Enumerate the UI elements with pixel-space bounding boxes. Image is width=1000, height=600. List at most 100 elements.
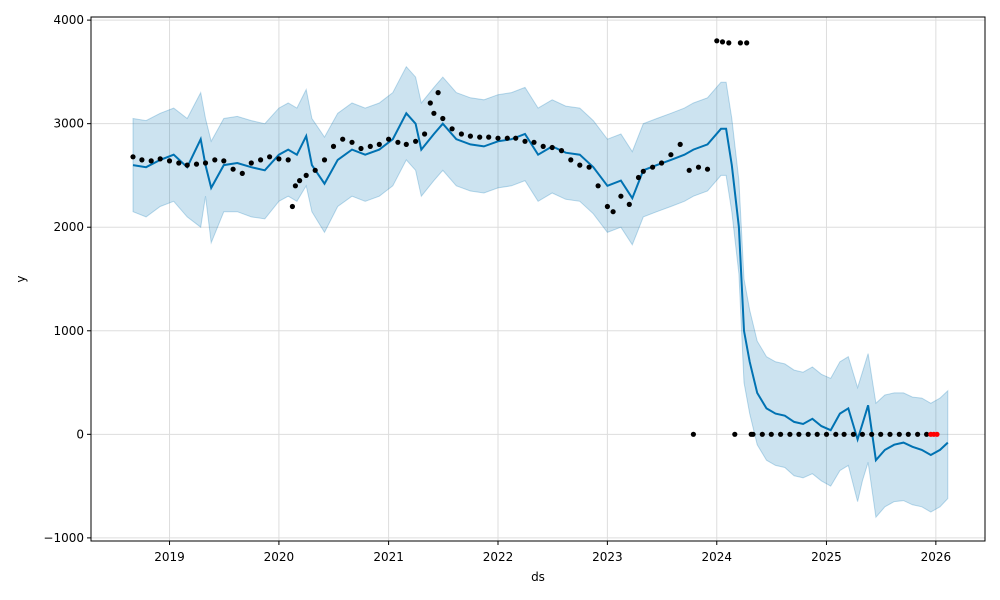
observed-point xyxy=(258,157,264,163)
observed-point xyxy=(695,164,702,170)
observed-point xyxy=(686,167,692,173)
observed-point xyxy=(267,154,273,160)
observed-point xyxy=(276,156,282,162)
observed-point xyxy=(297,178,303,184)
observed-point xyxy=(787,431,793,437)
y-tick-label: 0 xyxy=(76,427,84,441)
observed-point xyxy=(896,431,902,437)
x-tick-label: 2019 xyxy=(154,550,185,564)
observed-point xyxy=(714,38,720,44)
observed-point xyxy=(413,138,419,144)
observed-point xyxy=(531,139,537,145)
observed-point xyxy=(449,126,455,132)
observed-point xyxy=(166,158,173,164)
observed-point xyxy=(139,157,145,163)
observed-point xyxy=(568,157,574,163)
observed-point xyxy=(513,135,519,141)
observed-point xyxy=(221,158,227,164)
observed-point xyxy=(522,138,528,144)
observed-point xyxy=(289,203,295,210)
y-tick-label: 4000 xyxy=(53,13,84,27)
forecast-line xyxy=(132,111,949,463)
observed-point xyxy=(887,431,893,437)
y-tick-label: 3000 xyxy=(53,117,84,131)
observed-point xyxy=(833,431,839,437)
observed-point xyxy=(796,431,802,437)
observed-point xyxy=(737,40,744,46)
observed-point xyxy=(610,209,616,215)
x-tick-label: 2024 xyxy=(701,550,732,564)
observed-point xyxy=(540,143,546,149)
observed-point xyxy=(130,154,136,160)
observed-point xyxy=(732,431,738,437)
observed-point xyxy=(823,431,830,437)
observed-point xyxy=(458,131,464,137)
observed-point xyxy=(924,431,930,437)
observed-point xyxy=(212,157,218,163)
x-tick-label: 2026 xyxy=(921,550,952,564)
recent-point xyxy=(934,431,940,437)
observed-point xyxy=(403,141,409,147)
observed-point xyxy=(176,160,182,166)
axis-ticks: 2019 2020 2021 2022 2023 2024 2025 2026 −1000 0 10… xyxy=(43,13,951,564)
observed-point xyxy=(586,164,592,170)
observed-point xyxy=(659,160,665,166)
observed-point xyxy=(805,431,811,437)
observed-point xyxy=(668,152,674,158)
forecast-line-layer xyxy=(132,111,949,463)
observed-point xyxy=(395,139,401,145)
observed-point xyxy=(303,172,309,178)
observed-point xyxy=(750,431,756,437)
observed-point xyxy=(744,40,750,46)
observed-point xyxy=(504,135,510,141)
y-tick-label: −1000 xyxy=(43,531,84,545)
uncertainty-interval xyxy=(132,65,949,519)
observed-point xyxy=(704,166,711,172)
observed-point xyxy=(292,183,298,189)
y-axis-label: y xyxy=(14,275,28,282)
observed-point xyxy=(778,431,784,437)
observed-point xyxy=(814,431,820,437)
observed-point xyxy=(148,158,154,164)
observed-point xyxy=(850,431,857,437)
x-axis-label: ds xyxy=(531,570,545,584)
observed-point xyxy=(486,134,492,140)
observed-point xyxy=(358,145,364,152)
observed-point xyxy=(184,162,190,168)
observed-point xyxy=(321,157,328,163)
observed-point xyxy=(650,164,656,170)
observed-point xyxy=(440,115,446,122)
observed-point xyxy=(435,90,441,96)
observed-point xyxy=(193,161,200,167)
observed-point xyxy=(690,431,697,437)
observed-point xyxy=(422,131,428,137)
observed-point xyxy=(841,431,847,437)
y-tick-label: 1000 xyxy=(53,324,84,338)
y-tick-label: 2000 xyxy=(53,220,84,234)
observed-point xyxy=(376,141,382,147)
observed-point xyxy=(330,143,337,149)
x-tick-label: 2021 xyxy=(373,550,404,564)
observed-point xyxy=(312,167,318,173)
observed-point xyxy=(878,431,884,437)
observed-point xyxy=(719,39,726,45)
x-tick-label: 2025 xyxy=(811,550,842,564)
observed-point xyxy=(340,136,346,142)
uncertainty-band xyxy=(132,65,949,519)
observed-point xyxy=(635,174,642,181)
observed-point xyxy=(495,135,501,141)
observed-point xyxy=(905,431,911,437)
observed-point xyxy=(640,168,646,174)
observed-point xyxy=(768,431,774,437)
observed-point xyxy=(431,110,437,116)
observed-point xyxy=(577,162,583,168)
x-tick-label: 2022 xyxy=(483,550,514,564)
observed-point xyxy=(595,183,601,189)
observed-point xyxy=(477,134,483,140)
observed-point xyxy=(869,431,875,437)
observed-point xyxy=(915,431,921,437)
observed-point xyxy=(157,156,163,162)
observed-point xyxy=(367,143,373,149)
